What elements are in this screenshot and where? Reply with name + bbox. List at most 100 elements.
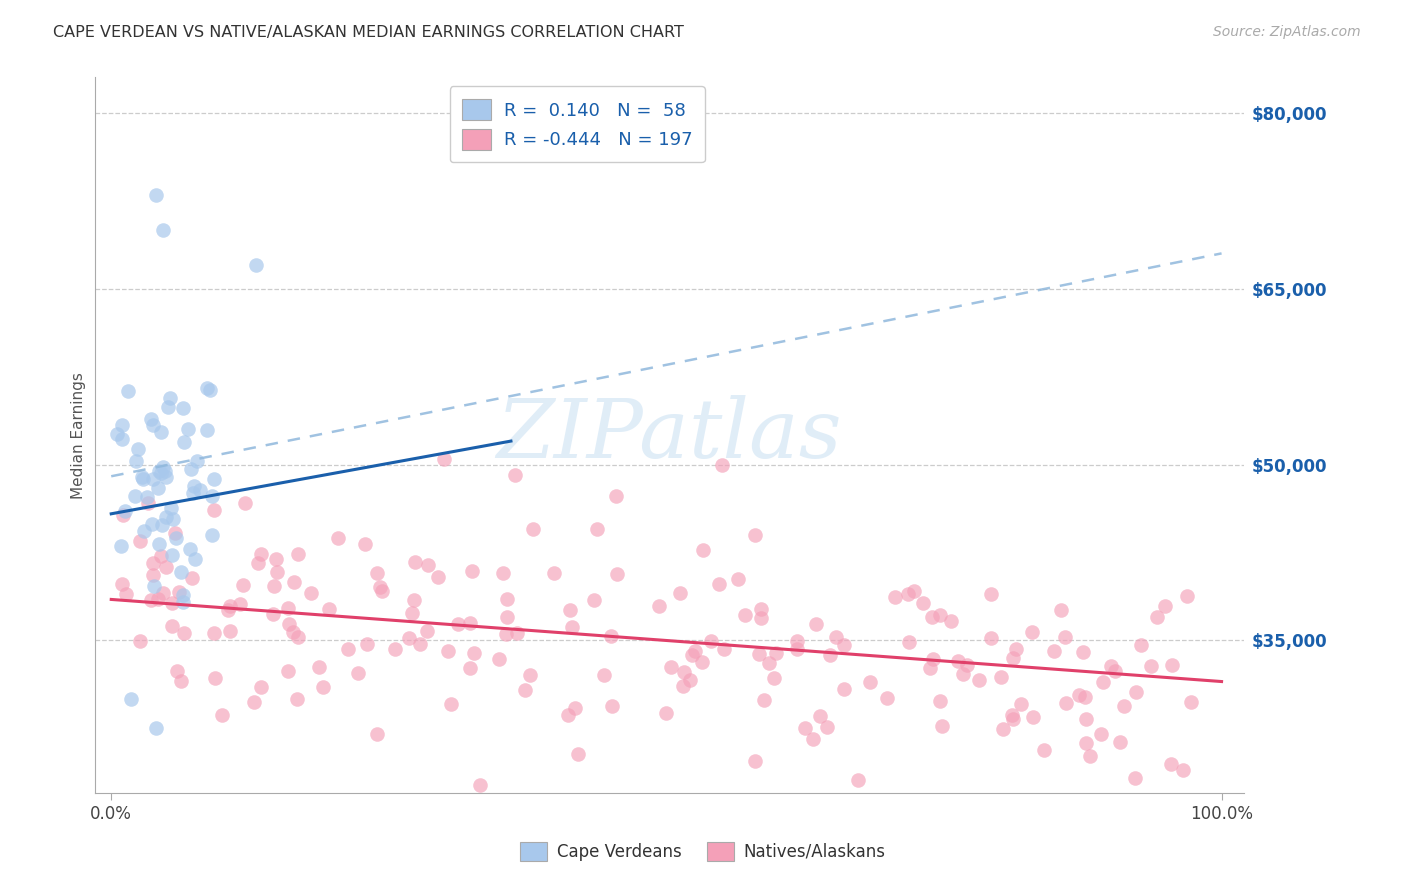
Point (762, 672, 785, 686)
Point (152, 223, 174, 237)
Point (127, 442, 149, 457)
Point (560, 620, 582, 634)
Point (786, 633, 808, 648)
Point (683, 644, 706, 658)
Point (249, 547, 271, 561)
Point (1114, 699, 1136, 714)
Point (184, 552, 207, 566)
Point (513, 683, 536, 698)
Point (786, 642, 808, 657)
Point (129, 633, 152, 648)
Point (1074, 712, 1097, 726)
Point (1073, 690, 1095, 704)
Point (202, 503, 225, 517)
Point (235, 496, 257, 510)
Point (606, 566, 628, 581)
Point (170, 565, 193, 579)
Point (1001, 707, 1024, 722)
Point (163, 526, 186, 541)
Point (167, 585, 190, 599)
Point (921, 610, 943, 624)
Point (149, 425, 172, 440)
Point (1054, 696, 1077, 710)
Point (492, 566, 515, 580)
Point (818, 648, 841, 662)
Point (172, 595, 194, 609)
Point (404, 556, 426, 570)
Point (1071, 645, 1094, 659)
Point (219, 624, 242, 639)
Point (346, 666, 368, 681)
Point (911, 596, 934, 610)
Point (142, 579, 165, 593)
Point (266, 551, 288, 566)
Point (1160, 757, 1182, 772)
Point (460, 564, 482, 578)
Point (1175, 589, 1198, 603)
Point (177, 421, 200, 435)
Point (162, 512, 184, 526)
Point (1091, 674, 1114, 689)
Point (672, 665, 695, 680)
Point (1123, 772, 1146, 786)
Point (458, 661, 481, 675)
Point (832, 638, 855, 652)
Point (152, 459, 174, 474)
Point (426, 570, 449, 584)
Point (115, 587, 138, 601)
Text: ZIPatlas: ZIPatlas (496, 395, 842, 475)
Point (582, 593, 605, 607)
Point (173, 625, 195, 640)
Point (941, 614, 963, 628)
Point (752, 692, 775, 706)
Point (980, 587, 1002, 601)
Point (505, 468, 527, 483)
Point (955, 658, 977, 673)
Point (172, 401, 194, 416)
Point (1108, 735, 1130, 749)
Point (202, 625, 225, 640)
Point (120, 692, 142, 706)
Point (876, 690, 898, 705)
Point (247, 556, 270, 570)
Point (1010, 697, 1032, 711)
Point (336, 642, 359, 657)
Point (668, 585, 690, 599)
Point (371, 584, 394, 599)
Point (105, 427, 128, 442)
Point (744, 754, 766, 768)
Point (1173, 763, 1195, 777)
Point (920, 661, 942, 675)
Point (204, 472, 226, 486)
Point (162, 548, 184, 562)
Point (980, 631, 1002, 645)
Point (700, 634, 723, 648)
Point (155, 510, 177, 524)
Point (744, 528, 766, 542)
Point (283, 625, 305, 640)
Point (328, 531, 350, 545)
Point (967, 673, 990, 687)
Point (198, 383, 221, 397)
Point (148, 536, 170, 550)
Point (155, 469, 177, 483)
Point (765, 646, 787, 660)
Point (204, 671, 226, 685)
Text: CAPE VERDEAN VS NATIVE/ALASKAN MEDIAN EARNINGS CORRELATION CHART: CAPE VERDEAN VS NATIVE/ALASKAN MEDIAN EA… (53, 25, 685, 40)
Point (318, 602, 340, 616)
Point (1050, 603, 1073, 617)
Point (1132, 824, 1154, 838)
Point (277, 600, 299, 615)
Point (186, 454, 208, 468)
Point (173, 435, 195, 450)
Point (308, 659, 330, 673)
Point (991, 722, 1014, 736)
Point (433, 451, 456, 466)
Point (948, 654, 970, 668)
Point (142, 568, 165, 582)
Point (1140, 659, 1163, 673)
Point (200, 528, 222, 542)
Point (564, 701, 586, 715)
Point (299, 586, 322, 600)
Point (111, 417, 134, 432)
